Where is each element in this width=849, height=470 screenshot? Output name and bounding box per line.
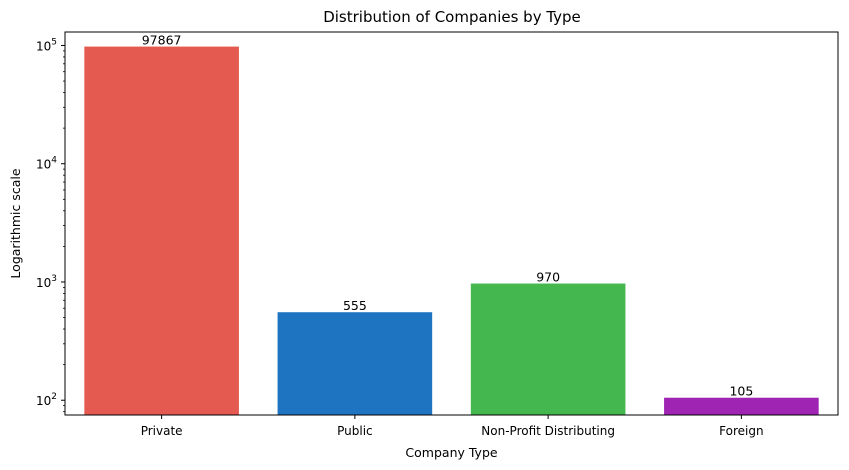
bar-public xyxy=(277,312,433,415)
y-axis-label: Logarithmic scale xyxy=(8,168,23,278)
x-tick-label: Non-Profit Distributing xyxy=(481,424,615,438)
x-tick-label: Foreign xyxy=(719,424,763,438)
x-tick-label: Public xyxy=(337,424,373,438)
bar-value-label: 97867 xyxy=(142,33,182,48)
y-tick-label: 103 xyxy=(36,274,57,290)
bar-private xyxy=(84,46,239,415)
x-axis-ticks: Private Public Non-Profit Distributing Fore… xyxy=(141,415,764,438)
x-tick-label: Private xyxy=(141,424,183,438)
chart-title: Distribution of Companies by Type xyxy=(323,8,581,26)
x-axis-label: Company Type xyxy=(405,445,497,460)
y-tick-label: 105 xyxy=(36,37,57,53)
bar-non-profit-distributing xyxy=(470,283,626,415)
bars-group xyxy=(84,46,819,415)
plot-area-frame xyxy=(64,31,839,416)
bar-value-labels: 97867 555 970 105 xyxy=(142,33,754,399)
bar-foreign xyxy=(664,397,819,415)
y-tick-label: 104 xyxy=(36,156,57,172)
y-axis-ticks: 102 103 104 105 xyxy=(36,37,65,413)
y-tick-label: 102 xyxy=(36,392,57,408)
bar-value-label: 970 xyxy=(536,270,560,285)
bar-value-label: 555 xyxy=(343,298,367,313)
bar-value-label: 105 xyxy=(729,384,753,399)
